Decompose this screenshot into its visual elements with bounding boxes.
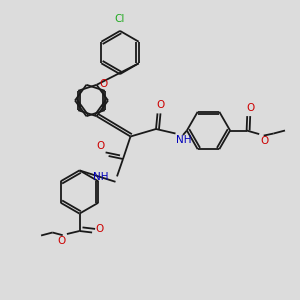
Text: Cl: Cl: [115, 14, 125, 24]
Text: O: O: [100, 79, 108, 89]
Text: O: O: [57, 236, 65, 246]
Text: NH: NH: [176, 135, 192, 145]
Text: O: O: [96, 224, 104, 235]
Text: NH: NH: [92, 172, 108, 182]
Text: O: O: [156, 100, 165, 110]
Text: O: O: [260, 136, 269, 146]
Text: O: O: [246, 103, 254, 113]
Text: O: O: [97, 141, 105, 151]
